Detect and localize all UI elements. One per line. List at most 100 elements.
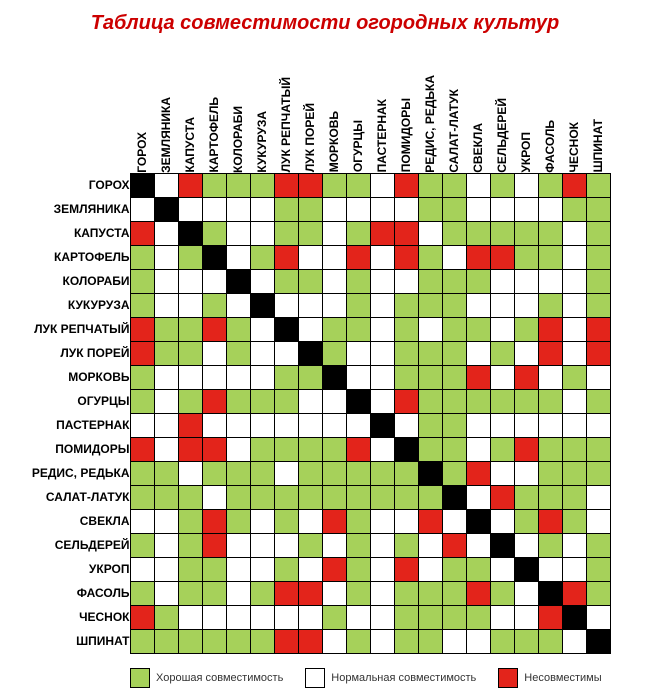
- matrix-cell: [442, 269, 466, 293]
- matrix-cell: [226, 293, 250, 317]
- matrix-cell: [274, 509, 298, 533]
- matrix-cell: [490, 413, 514, 437]
- matrix-cell: [562, 437, 586, 461]
- col-header: ЧЕСНОК: [562, 43, 586, 173]
- matrix-cell: [370, 557, 394, 581]
- matrix-cell: [274, 389, 298, 413]
- matrix-cell: [538, 173, 562, 197]
- row-header: ЧЕСНОК: [12, 605, 130, 629]
- matrix-cell: [346, 581, 370, 605]
- matrix-cell: [202, 221, 226, 245]
- matrix-cell: [130, 509, 154, 533]
- matrix-cell: [562, 605, 586, 629]
- matrix-cell: [514, 197, 538, 221]
- matrix-cell: [442, 581, 466, 605]
- matrix-cell: [466, 221, 490, 245]
- matrix-cell: [346, 557, 370, 581]
- matrix-cell: [202, 197, 226, 221]
- matrix-cell: [418, 485, 442, 509]
- matrix-cell: [346, 413, 370, 437]
- matrix-cell: [490, 173, 514, 197]
- col-header: СВЕКЛА: [466, 43, 490, 173]
- col-header-label: ФАСОЛЬ: [543, 116, 557, 173]
- matrix-cell: [298, 533, 322, 557]
- matrix-cell: [322, 389, 346, 413]
- matrix-cell: [418, 269, 442, 293]
- matrix-cell: [490, 461, 514, 485]
- matrix-cell: [322, 629, 346, 653]
- matrix-cell: [562, 629, 586, 653]
- matrix-cell: [490, 341, 514, 365]
- matrix-cell: [538, 341, 562, 365]
- matrix-cell: [538, 629, 562, 653]
- matrix-cell: [442, 413, 466, 437]
- matrix-cell: [226, 269, 250, 293]
- matrix-cell: [322, 485, 346, 509]
- matrix-cell: [538, 533, 562, 557]
- matrix-cell: [490, 485, 514, 509]
- matrix-cell: [562, 221, 586, 245]
- matrix-cell: [562, 317, 586, 341]
- matrix-cell: [298, 605, 322, 629]
- legend-label: Хорошая совместимость: [156, 672, 283, 684]
- matrix-cell: [514, 245, 538, 269]
- matrix-cell: [178, 485, 202, 509]
- col-header-label: КАРТОФЕЛЬ: [207, 93, 221, 173]
- matrix-cell: [394, 437, 418, 461]
- matrix-cell: [538, 485, 562, 509]
- matrix-cell: [562, 389, 586, 413]
- matrix-cell: [298, 485, 322, 509]
- matrix-cell: [370, 533, 394, 557]
- matrix-cell: [322, 221, 346, 245]
- matrix-cell: [370, 197, 394, 221]
- col-header: СЕЛЬДЕРЕЙ: [490, 43, 514, 173]
- matrix-cell: [490, 389, 514, 413]
- matrix-cell: [562, 485, 586, 509]
- col-header: ЗЕМЛЯНИКА: [154, 43, 178, 173]
- matrix-cell: [250, 269, 274, 293]
- matrix-cell: [202, 461, 226, 485]
- matrix-cell: [514, 605, 538, 629]
- matrix-cell: [322, 269, 346, 293]
- matrix-cell: [250, 389, 274, 413]
- col-header: ШПИНАТ: [586, 43, 610, 173]
- matrix-cell: [202, 629, 226, 653]
- matrix-cell: [586, 365, 610, 389]
- matrix-cell: [394, 365, 418, 389]
- matrix-cell: [418, 341, 442, 365]
- col-header-label: УКРОП: [519, 128, 533, 173]
- row-header: ЗЕМЛЯНИКА: [12, 197, 130, 221]
- matrix-cell: [442, 485, 466, 509]
- matrix-cell: [274, 317, 298, 341]
- matrix-cell: [490, 269, 514, 293]
- matrix-cell: [370, 173, 394, 197]
- matrix-cell: [586, 509, 610, 533]
- matrix-cell: [538, 413, 562, 437]
- col-header: ОГУРЦЫ: [346, 43, 370, 173]
- matrix-cell: [538, 557, 562, 581]
- matrix-cell: [250, 557, 274, 581]
- matrix-cell: [442, 389, 466, 413]
- compatibility-matrix: ГОРОХЗЕМЛЯНИКАКАПУСТАКАРТОФЕЛЬКОЛОРАБИКУ…: [12, 43, 638, 654]
- matrix-cell: [178, 173, 202, 197]
- matrix-cell: [226, 461, 250, 485]
- matrix-cell: [274, 605, 298, 629]
- matrix-cell: [514, 221, 538, 245]
- col-header-label: СЕЛЬДЕРЕЙ: [495, 94, 509, 173]
- matrix-cell: [466, 533, 490, 557]
- matrix-cell: [130, 485, 154, 509]
- col-header-label: ПОМИДОРЫ: [399, 94, 413, 172]
- legend-label: Несовместимы: [524, 672, 601, 684]
- matrix-cell: [274, 629, 298, 653]
- matrix-cell: [538, 245, 562, 269]
- matrix-cell: [130, 173, 154, 197]
- matrix-cell: [538, 221, 562, 245]
- matrix-cell: [562, 197, 586, 221]
- matrix-cell: [514, 389, 538, 413]
- matrix-cell: [514, 533, 538, 557]
- matrix-cell: [322, 437, 346, 461]
- matrix-cell: [298, 245, 322, 269]
- col-header: КАРТОФЕЛЬ: [202, 43, 226, 173]
- matrix-cell: [130, 389, 154, 413]
- matrix-cell: [370, 317, 394, 341]
